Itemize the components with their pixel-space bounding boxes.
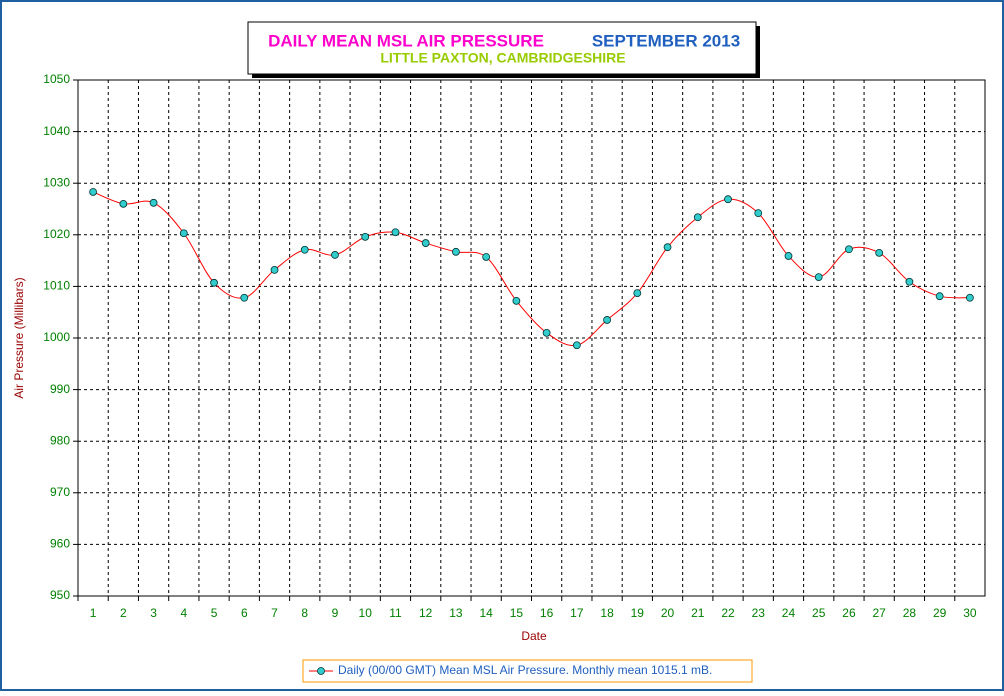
data-point — [693, 213, 702, 222]
data-point — [149, 198, 158, 207]
y-tick-label: 970 — [50, 485, 70, 499]
y-axis-label: Air Pressure (Millibars) — [12, 277, 26, 398]
data-point — [361, 232, 370, 241]
x-tick-label: 6 — [241, 606, 248, 620]
data-point — [179, 229, 188, 238]
data-point — [814, 273, 823, 282]
data-point — [572, 341, 581, 350]
y-tick-label: 960 — [50, 537, 70, 551]
x-tick-label: 23 — [752, 606, 766, 620]
x-tick-label: 16 — [540, 606, 554, 620]
data-point — [391, 228, 400, 237]
data-point — [542, 328, 551, 337]
x-tick-label: 17 — [570, 606, 584, 620]
y-tick-label: 990 — [50, 382, 70, 396]
chart-subtitle: LITTLE PAXTON, CAMBRIDGESHIRE — [380, 50, 625, 66]
y-tick-label: 980 — [50, 433, 70, 447]
y-tick-label: 1020 — [43, 227, 70, 241]
x-tick-label: 20 — [661, 606, 675, 620]
data-point — [512, 296, 521, 305]
x-tick-label: 5 — [211, 606, 218, 620]
x-tick-label: 19 — [631, 606, 645, 620]
x-tick-label: 9 — [332, 606, 339, 620]
y-tick-label: 950 — [50, 588, 70, 602]
x-tick-label: 3 — [150, 606, 157, 620]
data-point — [784, 252, 793, 260]
data-point — [482, 253, 491, 261]
data-point — [965, 293, 974, 302]
x-tick-label: 27 — [873, 606, 887, 620]
legend-box — [302, 659, 753, 683]
x-tick-label: 13 — [449, 606, 463, 620]
y-tick-label: 1010 — [43, 279, 70, 293]
x-tick-label: 7 — [271, 606, 278, 620]
chart-title-period: SEPTEMBER 2013 — [592, 31, 740, 50]
x-tick-label: 1 — [90, 606, 97, 620]
data-point — [89, 188, 98, 196]
data-point — [633, 289, 642, 298]
title-box — [247, 21, 757, 75]
x-tick-label: 26 — [842, 606, 856, 620]
legend-marker — [317, 667, 325, 675]
x-tick-label: 2 — [120, 606, 127, 620]
x-tick-label: 22 — [721, 606, 735, 620]
data-point — [935, 292, 944, 301]
x-tick-label: 28 — [903, 606, 917, 620]
x-tick-label: 18 — [600, 606, 614, 620]
data-point — [210, 278, 218, 287]
data-point — [300, 245, 309, 254]
x-tick-label: 21 — [691, 606, 705, 620]
data-point — [331, 251, 339, 259]
y-tick-label: 1050 — [43, 72, 70, 86]
data-point — [875, 248, 884, 257]
data-point — [905, 277, 914, 286]
data-point — [754, 209, 763, 218]
x-tick-label: 30 — [963, 606, 977, 620]
data-point — [270, 265, 279, 274]
x-tick-label: 15 — [510, 606, 524, 620]
x-tick-label: 4 — [180, 606, 187, 620]
data-point — [724, 195, 732, 204]
legend-label: Daily (00/00 GMT) Mean MSL Air Pressure.… — [338, 663, 712, 677]
x-tick-label: 10 — [359, 606, 373, 620]
data-point — [421, 239, 430, 247]
x-tick-label: 24 — [782, 606, 796, 620]
chart-title: DAILY MEAN MSL AIR PRESSURE — [268, 31, 544, 50]
x-tick-label: 8 — [301, 606, 308, 620]
x-axis-label: Date — [521, 629, 547, 643]
data-point — [845, 245, 853, 254]
data-point — [663, 243, 672, 252]
data-point — [452, 247, 460, 256]
data-point — [603, 316, 611, 324]
x-tick-label: 14 — [479, 606, 493, 620]
y-tick-label: 1030 — [43, 175, 70, 189]
data-point — [119, 199, 128, 208]
x-tick-label: 29 — [933, 606, 947, 620]
data-point — [240, 293, 249, 302]
y-tick-label: 1040 — [43, 124, 70, 138]
x-tick-label: 12 — [419, 606, 433, 620]
y-tick-label: 1000 — [43, 330, 70, 344]
x-tick-label: 25 — [812, 606, 826, 620]
x-tick-label: 11 — [389, 606, 402, 620]
